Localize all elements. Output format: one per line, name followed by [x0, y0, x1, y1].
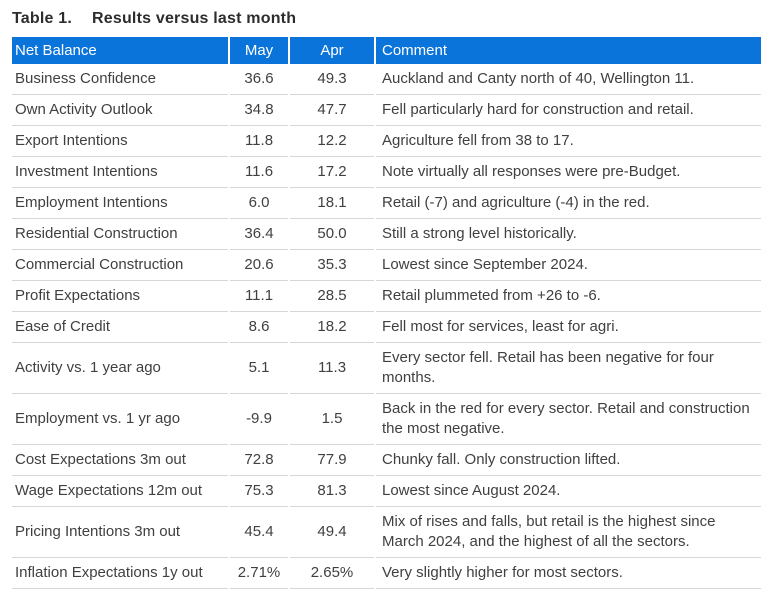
row-may-value: 34.8	[230, 95, 288, 126]
row-indicator-name: Pricing Intentions 3m out	[12, 507, 228, 558]
row-comment: Chunky fall. Only construction lifted.	[376, 445, 761, 476]
row-comment: Mix of rises and falls, but retail is th…	[376, 507, 761, 558]
row-comment: Auckland and Canty north of 40, Wellingt…	[376, 64, 761, 95]
table-row: Cost Expectations 3m out 72.8 77.9 Chunk…	[12, 445, 761, 476]
row-indicator-name: Export Intentions	[12, 126, 228, 157]
row-apr-value: 18.2	[290, 312, 374, 343]
row-apr-value: 12.2	[290, 126, 374, 157]
row-apr-value: 81.3	[290, 476, 374, 507]
header-cell-apr: Apr	[290, 37, 374, 64]
table-title-label: Table 1.	[12, 10, 72, 27]
row-apr-value: 47.7	[290, 95, 374, 126]
row-apr-value: 49.4	[290, 507, 374, 558]
table-row: Commercial Construction 20.6 35.3 Lowest…	[12, 250, 761, 281]
row-apr-value: 18.1	[290, 188, 374, 219]
row-comment: Fell most for services, least for agri.	[376, 312, 761, 343]
table-row: Employment vs. 1 yr ago -9.9 1.5 Back in…	[12, 394, 761, 445]
row-may-value: 45.4	[230, 507, 288, 558]
results-table: Net Balance May Apr Comment Business Con…	[10, 37, 763, 589]
row-indicator-name: Ease of Credit	[12, 312, 228, 343]
row-may-value: 36.6	[230, 64, 288, 95]
table-body: Business Confidence 36.6 49.3 Auckland a…	[12, 64, 761, 589]
row-apr-value: 1.5	[290, 394, 374, 445]
table-row: Business Confidence 36.6 49.3 Auckland a…	[12, 64, 761, 95]
row-comment: Retail (-7) and agriculture (-4) in the …	[376, 188, 761, 219]
row-may-value: 20.6	[230, 250, 288, 281]
row-apr-value: 35.3	[290, 250, 374, 281]
row-may-value: 6.0	[230, 188, 288, 219]
table-row: Own Activity Outlook 34.8 47.7 Fell part…	[12, 95, 761, 126]
row-may-value: 8.6	[230, 312, 288, 343]
row-indicator-name: Activity vs. 1 year ago	[12, 343, 228, 394]
row-apr-value: 11.3	[290, 343, 374, 394]
row-comment: Lowest since September 2024.	[376, 250, 761, 281]
row-may-value: 11.6	[230, 157, 288, 188]
table-header: Net Balance May Apr Comment	[12, 37, 761, 64]
row-may-value: 75.3	[230, 476, 288, 507]
row-apr-value: 77.9	[290, 445, 374, 476]
table-row: Pricing Intentions 3m out 45.4 49.4 Mix …	[12, 507, 761, 558]
row-indicator-name: Business Confidence	[12, 64, 228, 95]
table-row: Residential Construction 36.4 50.0 Still…	[12, 219, 761, 250]
row-apr-value: 28.5	[290, 281, 374, 312]
row-apr-value: 17.2	[290, 157, 374, 188]
row-indicator-name: Wage Expectations 12m out	[12, 476, 228, 507]
row-may-value: -9.9	[230, 394, 288, 445]
table-row: Activity vs. 1 year ago 5.1 11.3 Every s…	[12, 343, 761, 394]
row-may-value: 11.8	[230, 126, 288, 157]
row-may-value: 11.1	[230, 281, 288, 312]
row-comment: Still a strong level historically.	[376, 219, 761, 250]
row-comment: Fell particularly hard for construction …	[376, 95, 761, 126]
row-comment: Note virtually all responses were pre-Bu…	[376, 157, 761, 188]
row-indicator-name: Profit Expectations	[12, 281, 228, 312]
row-indicator-name: Investment Intentions	[12, 157, 228, 188]
row-comment: Back in the red for every sector. Retail…	[376, 394, 761, 445]
row-comment: Agriculture fell from 38 to 17.	[376, 126, 761, 157]
row-apr-value: 49.3	[290, 64, 374, 95]
row-comment: Lowest since August 2024.	[376, 476, 761, 507]
row-apr-value: 50.0	[290, 219, 374, 250]
row-may-value: 5.1	[230, 343, 288, 394]
row-indicator-name: Commercial Construction	[12, 250, 228, 281]
row-apr-value: 2.65%	[290, 558, 374, 589]
row-indicator-name: Residential Construction	[12, 219, 228, 250]
row-indicator-name: Inflation Expectations 1y out	[12, 558, 228, 589]
row-comment: Very slightly higher for most sectors.	[376, 558, 761, 589]
table-title: Table 1. Results versus last month	[12, 10, 783, 28]
table-row: Wage Expectations 12m out 75.3 81.3 Lowe…	[12, 476, 761, 507]
row-may-value: 2.71%	[230, 558, 288, 589]
row-indicator-name: Cost Expectations 3m out	[12, 445, 228, 476]
table-row: Profit Expectations 11.1 28.5 Retail plu…	[12, 281, 761, 312]
row-indicator-name: Own Activity Outlook	[12, 95, 228, 126]
row-comment: Retail plummeted from +26 to -6.	[376, 281, 761, 312]
row-indicator-name: Employment vs. 1 yr ago	[12, 394, 228, 445]
header-cell-net-balance: Net Balance	[12, 37, 228, 64]
table-row: Export Intentions 11.8 12.2 Agriculture …	[12, 126, 761, 157]
header-cell-may: May	[230, 37, 288, 64]
row-indicator-name: Employment Intentions	[12, 188, 228, 219]
table-row: Ease of Credit 8.6 18.2 Fell most for se…	[12, 312, 761, 343]
header-row: Net Balance May Apr Comment	[12, 37, 761, 64]
table-row: Inflation Expectations 1y out 2.71% 2.65…	[12, 558, 761, 589]
table-title-text: Results versus last month	[92, 10, 297, 27]
table-row: Employment Intentions 6.0 18.1 Retail (-…	[12, 188, 761, 219]
row-may-value: 72.8	[230, 445, 288, 476]
row-may-value: 36.4	[230, 219, 288, 250]
row-comment: Every sector fell. Retail has been negat…	[376, 343, 761, 394]
header-cell-comment: Comment	[376, 37, 761, 64]
table-row: Investment Intentions 11.6 17.2 Note vir…	[12, 157, 761, 188]
